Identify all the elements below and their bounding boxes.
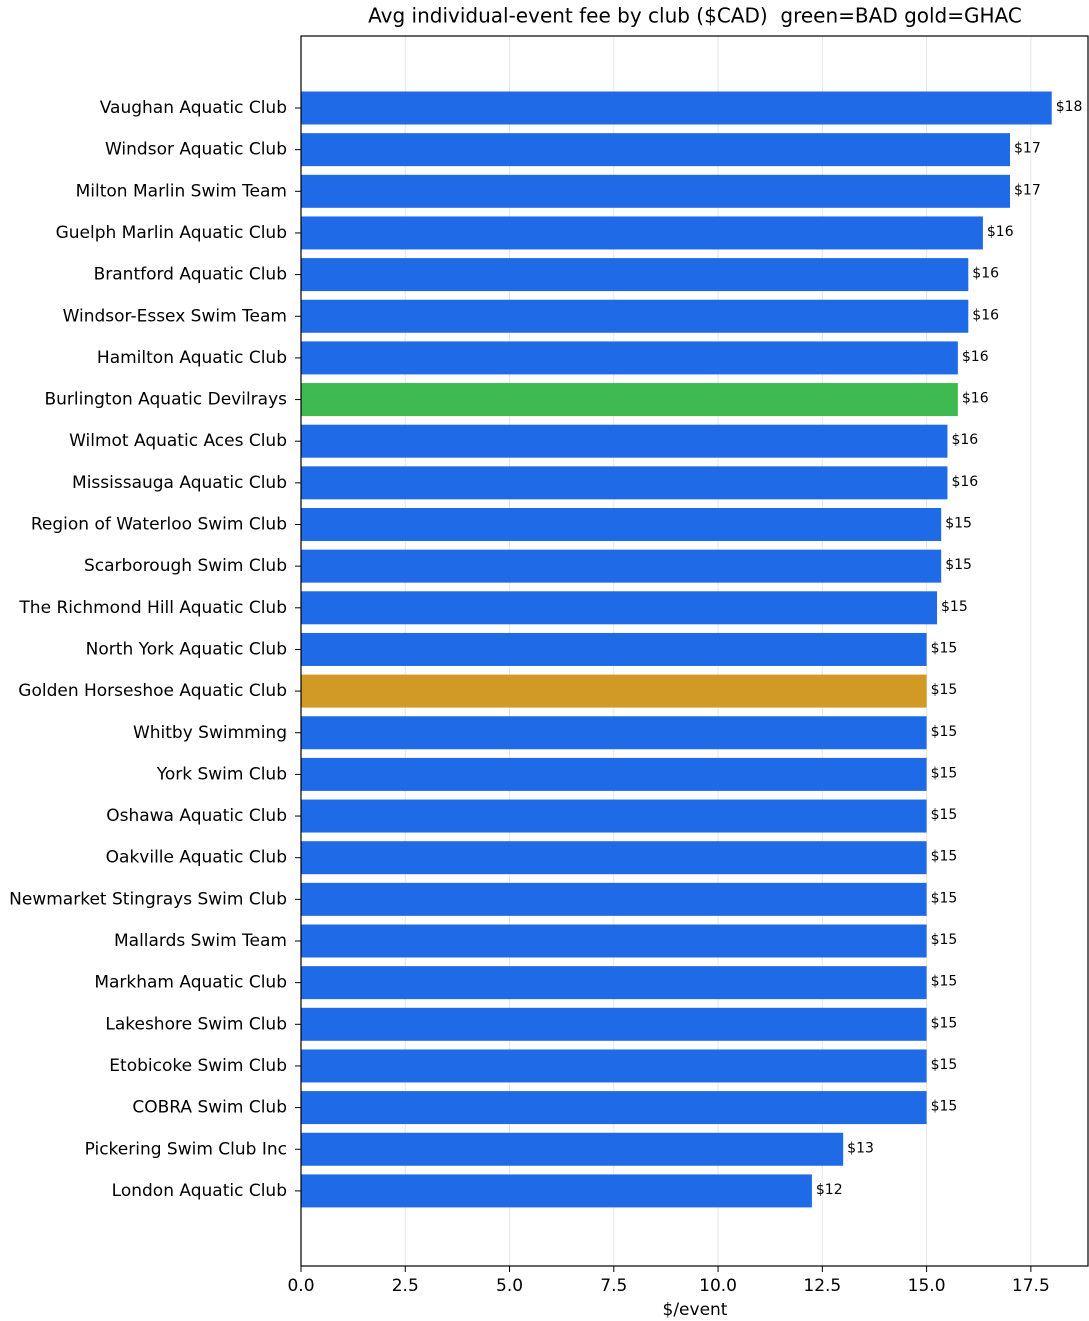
value-label: $15 [945,557,972,573]
y-tick-label: The Richmond Hill Aquatic Club [18,598,287,618]
value-label: $16 [962,391,989,407]
y-tick-label: Windsor-Essex Swim Team [63,306,287,326]
bar [301,882,927,916]
bar [301,841,927,875]
value-label: $15 [931,1015,958,1031]
bar [301,341,958,375]
value-label: $15 [931,849,958,865]
x-tick-label: 7.5 [600,1276,627,1296]
y-tick-label: Region of Waterloo Swim Club [31,515,287,535]
value-label: $16 [962,349,989,365]
value-label: $16 [951,432,978,448]
bar [301,1174,812,1208]
y-tick-label: Windsor Aquatic Club [105,140,287,160]
bar [301,508,942,541]
bar [301,1132,844,1166]
value-label: $17 [1014,141,1041,157]
value-label: $16 [951,474,978,490]
x-tick-label: 10.0 [699,1276,737,1296]
value-label: $18 [1056,99,1083,115]
bar [301,424,948,458]
bar [301,757,927,791]
bar [301,716,927,750]
y-tick-label: Hamilton Aquatic Club [97,348,287,368]
x-axis-label: $/event [663,1300,728,1320]
bar [301,1091,927,1125]
y-tick-label: Milton Marlin Swim Team [76,181,287,201]
value-label: $15 [931,932,958,948]
y-tick-label: Burlington Aquatic Devilrays [44,390,287,410]
bar [301,216,983,250]
bar [301,549,942,583]
bar [301,91,1052,125]
y-tick-label: Pickering Swim Club Inc [85,1139,287,1159]
value-label: $13 [847,1140,874,1156]
y-tick-label: Brantford Aquatic Club [94,265,287,285]
y-tick-label: Guelph Marlin Aquatic Club [56,223,287,243]
value-label: $15 [931,1099,958,1115]
value-label: $16 [987,224,1014,240]
y-tick-label: London Aquatic Club [112,1181,287,1201]
bar [301,591,938,625]
value-label: $15 [931,765,958,781]
value-label: $17 [1014,182,1041,198]
plot-frame [300,35,1089,1267]
x-tick-label: 12.5 [803,1276,841,1296]
y-tick-label: COBRA Swim Club [132,1098,287,1118]
x-tick-label: 0.0 [287,1276,314,1296]
bar [301,466,948,500]
y-tick-label: Mississauga Aquatic Club [72,473,287,493]
bar [301,133,1011,167]
bar [301,674,927,708]
bar [301,1049,927,1083]
y-tick-label: Oshawa Aquatic Club [106,806,287,826]
bar [301,799,927,833]
bar [301,299,969,333]
y-tick-label: Golden Horseshoe Aquatic Club [18,681,287,701]
y-tick-label: Oakville Aquatic Club [106,848,287,868]
value-label: $16 [972,307,999,323]
chart-title: Avg individual-event fee by club ($CAD) … [368,4,1022,28]
value-label: $15 [931,974,958,990]
value-label: $15 [931,724,958,740]
y-tick-label: Etobicoke Swim Club [109,1056,287,1076]
value-label: $15 [931,890,958,906]
y-tick-label: Vaughan Aquatic Club [100,98,287,118]
y-tick-label: Whitby Swimming [133,723,287,743]
value-label: $15 [945,516,972,532]
value-label: $15 [931,807,958,823]
bar [301,1007,927,1041]
y-tick-label: Newmarket Stingrays Swim Club [9,889,287,909]
x-tick-label: 15.0 [908,1276,946,1296]
y-tick-label: Lakeshore Swim Club [105,1014,287,1034]
bar [301,924,927,958]
bar [301,258,969,292]
bar [301,383,958,417]
x-tick-label: 5.0 [496,1276,523,1296]
y-tick-label: Scarborough Swim Club [84,556,287,576]
y-tick-label: Wilmot Aquatic Aces Club [69,431,287,451]
value-label: $15 [931,1057,958,1073]
value-label: $12 [816,1182,843,1198]
y-tick-label: North York Aquatic Club [86,639,287,659]
x-tick-label: 2.5 [392,1276,419,1296]
bar [301,174,1011,208]
y-tick-label: Markham Aquatic Club [94,973,287,993]
bar [301,632,927,666]
y-tick-label: Mallards Swim Team [114,931,287,951]
y-tick-label: York Swim Club [156,764,287,784]
value-label: $15 [941,599,968,615]
value-label: $15 [931,682,958,698]
x-tick-label: 17.5 [1012,1276,1050,1296]
value-label: $15 [931,640,958,656]
bar [301,966,927,1000]
value-label: $16 [972,266,999,282]
